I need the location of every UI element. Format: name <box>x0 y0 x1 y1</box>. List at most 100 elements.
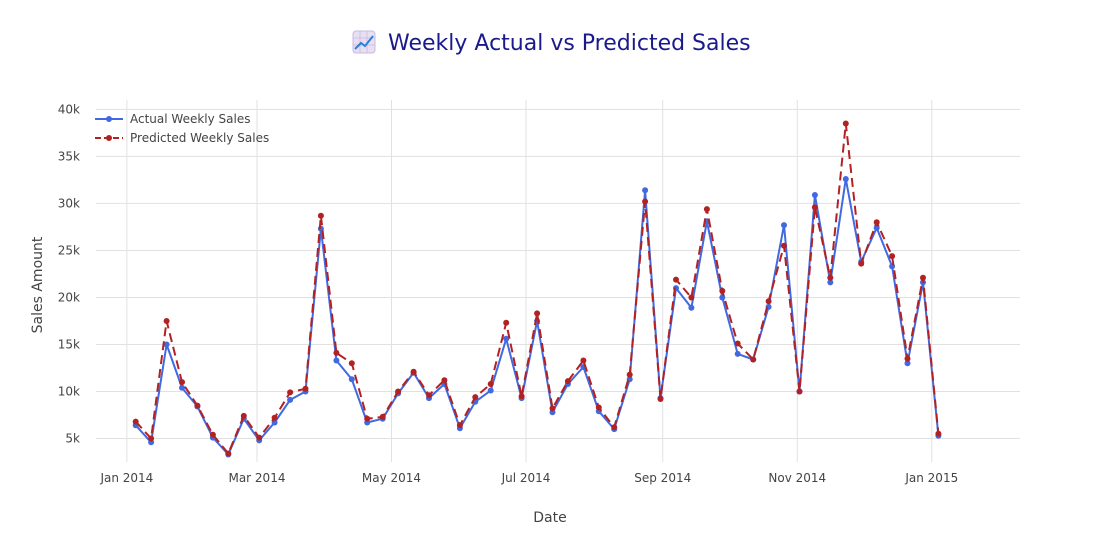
data-point[interactable] <box>781 222 787 229</box>
data-point[interactable] <box>935 430 942 437</box>
y-tick-label: 35k <box>58 149 80 163</box>
y-tick-label: 30k <box>58 196 80 210</box>
legend-item[interactable]: Predicted Weekly Sales <box>95 131 269 145</box>
data-point[interactable] <box>734 340 741 347</box>
data-point[interactable] <box>719 287 726 294</box>
data-point[interactable] <box>889 253 896 260</box>
y-tick-label: 25k <box>58 243 80 257</box>
data-point[interactable] <box>179 384 185 391</box>
data-point[interactable] <box>348 376 355 383</box>
data-point[interactable] <box>842 176 849 182</box>
data-point[interactable] <box>287 389 294 396</box>
data-point[interactable] <box>379 413 386 420</box>
data-point[interactable] <box>904 360 911 367</box>
data-point[interactable] <box>194 402 201 409</box>
data-point[interactable] <box>472 394 479 401</box>
x-tick-label: Jan 2014 <box>99 471 153 485</box>
data-point[interactable] <box>487 387 494 394</box>
data-point[interactable] <box>920 274 926 281</box>
data-point[interactable] <box>580 357 587 364</box>
data-point[interactable] <box>487 381 494 387</box>
data-point[interactable] <box>688 294 695 301</box>
data-point[interactable] <box>271 414 278 421</box>
data-point[interactable] <box>426 392 432 399</box>
axes: 5k 10k 15k 20k 25k 30k 35k 40k Jan 2014 Mar 2014 M… <box>58 102 958 485</box>
data-point[interactable] <box>410 368 417 375</box>
x-tick-label: Jan 2015 <box>904 471 958 485</box>
legend-marker <box>106 135 112 141</box>
data-point[interactable] <box>395 388 402 395</box>
legend[interactable]: Actual Weekly Sales Predicted Weekly Sale… <box>95 112 269 145</box>
data-point[interactable] <box>765 298 772 305</box>
series-line <box>134 122 940 455</box>
y-tick-label: 15k <box>58 337 80 351</box>
data-point[interactable] <box>904 355 911 362</box>
x-tick-label: May 2014 <box>362 471 421 485</box>
data-point[interactable] <box>132 418 139 425</box>
data-point[interactable] <box>611 424 618 431</box>
data-point[interactable] <box>364 415 371 422</box>
data-point[interactable] <box>781 242 787 249</box>
data-point[interactable] <box>240 412 247 419</box>
series-predicted <box>132 120 942 457</box>
grid <box>96 100 1020 462</box>
x-tick-label: Jul 2014 <box>501 471 551 485</box>
data-point[interactable] <box>163 318 170 324</box>
x-tick-label: Nov 2014 <box>768 471 826 485</box>
data-point[interactable] <box>626 371 633 378</box>
data-point[interactable] <box>811 204 818 211</box>
data-point[interactable] <box>642 198 649 205</box>
data-point[interactable] <box>842 120 849 127</box>
y-tick-label: 40k <box>58 102 80 116</box>
data-point[interactable] <box>811 192 818 198</box>
data-point[interactable] <box>348 360 355 367</box>
data-point[interactable] <box>456 422 463 429</box>
y-axis-title: Sales Amount <box>30 236 46 333</box>
x-tick-label: Sep 2014 <box>634 471 691 485</box>
data-point[interactable] <box>518 393 525 400</box>
y-tick-label: 20k <box>58 290 80 304</box>
data-point[interactable] <box>688 304 695 311</box>
data-point[interactable] <box>549 405 556 412</box>
chart-title: Weekly Actual vs Predicted Sales <box>388 31 751 56</box>
data-point[interactable] <box>148 435 155 442</box>
data-point[interactable] <box>564 378 571 385</box>
data-point[interactable] <box>503 319 510 326</box>
data-point[interactable] <box>317 212 324 219</box>
data-point[interactable] <box>673 276 679 283</box>
data-point[interactable] <box>333 349 340 356</box>
data-point[interactable] <box>642 187 649 194</box>
data-point[interactable] <box>287 396 294 403</box>
legend-label: Predicted Weekly Sales <box>130 131 269 145</box>
data-point[interactable] <box>858 260 865 267</box>
x-tick-label: Mar 2014 <box>228 471 285 485</box>
legend-label: Actual Weekly Sales <box>130 112 250 126</box>
chart-increasing-icon <box>352 30 376 54</box>
data-point[interactable] <box>827 274 834 281</box>
data-point[interactable] <box>441 377 448 384</box>
data-point[interactable] <box>256 434 263 441</box>
data-point[interactable] <box>703 206 710 213</box>
data-point[interactable] <box>734 350 741 357</box>
data-point[interactable] <box>657 396 664 402</box>
data-point[interactable] <box>873 219 880 226</box>
data-point[interactable] <box>302 385 309 392</box>
data-point[interactable] <box>503 335 510 342</box>
y-tick-label: 5k <box>65 431 80 445</box>
data-point[interactable] <box>534 310 541 317</box>
series-layer <box>132 120 942 458</box>
data-point[interactable] <box>163 341 170 348</box>
data-point[interactable] <box>179 379 185 386</box>
data-point[interactable] <box>750 356 757 363</box>
x-axis-title: Date <box>533 510 566 526</box>
data-point[interactable] <box>209 431 216 438</box>
data-point[interactable] <box>225 450 232 457</box>
data-point[interactable] <box>796 388 803 395</box>
legend-marker <box>106 116 112 122</box>
data-point[interactable] <box>827 279 834 286</box>
data-point[interactable] <box>333 357 340 364</box>
legend-item[interactable]: Actual Weekly Sales <box>95 112 250 126</box>
data-point[interactable] <box>595 404 602 411</box>
